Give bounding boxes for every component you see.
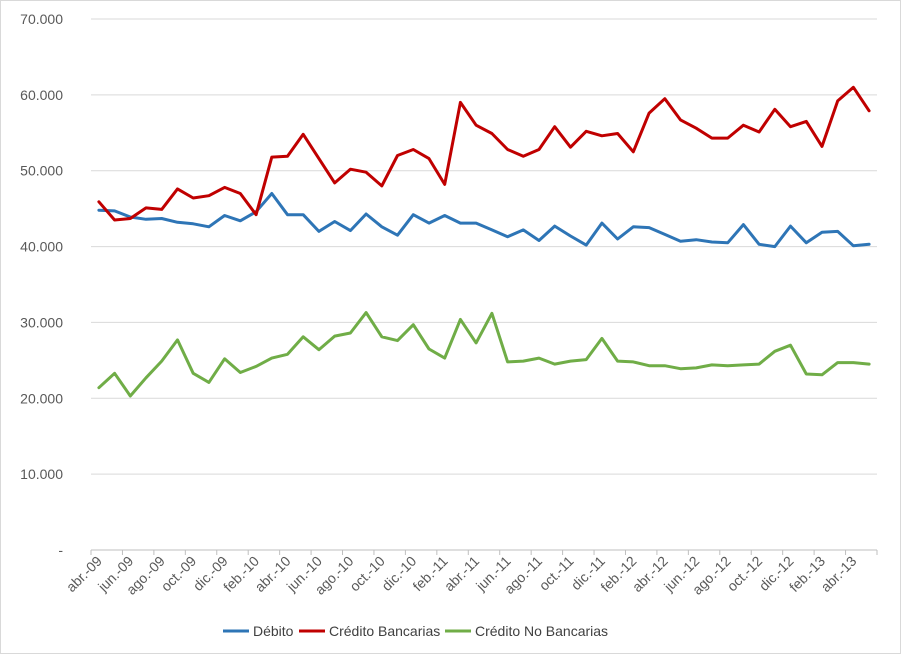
series-lines bbox=[97, 85, 871, 398]
x-tick-label: oct.-11 bbox=[536, 553, 577, 594]
y-tick-label: - bbox=[58, 542, 63, 558]
y-axis-tick-labels: - 10.000 20.000 30.000 40.000 50.000 60.000 70.… bbox=[20, 11, 63, 558]
y-tick-label: 60.000 bbox=[20, 87, 63, 103]
y-tick-label: 10.000 bbox=[20, 466, 63, 482]
series-line-cr-dito-no-bancarias bbox=[97, 311, 871, 398]
x-axis-tick-labels: abr.-09jun.-09ago.-09oct.-09dic.-09feb.-… bbox=[63, 553, 860, 598]
x-tick-label: abr.-12 bbox=[629, 553, 671, 595]
y-tick-label: 50.000 bbox=[20, 163, 63, 179]
grid-lines bbox=[91, 18, 877, 475]
x-axis bbox=[90, 549, 878, 555]
legend-label: Débito bbox=[253, 623, 294, 639]
x-tick-label: oct.-12 bbox=[724, 553, 766, 595]
y-tick-label: 20.000 bbox=[20, 390, 63, 406]
y-tick-label: 30.000 bbox=[20, 314, 63, 330]
x-tick-label: oct.-09 bbox=[158, 553, 200, 595]
x-tick-label: oct.-10 bbox=[346, 553, 388, 595]
x-tick-label: abr.-10 bbox=[251, 553, 293, 595]
x-tick-label: abr.-13 bbox=[817, 553, 859, 595]
y-tick-label: 70.000 bbox=[20, 11, 63, 27]
x-tick-label: abr.-11 bbox=[441, 553, 483, 595]
y-tick-label: 40.000 bbox=[20, 239, 63, 255]
legend-label: Crédito Bancarias bbox=[329, 623, 440, 639]
series-line-cr-dito-bancarias bbox=[97, 85, 871, 222]
x-tick-label: abr.-09 bbox=[63, 553, 105, 595]
legend: Débito Crédito Bancarias Crédito No Bancar… bbox=[223, 623, 608, 639]
series-line-d-bito bbox=[97, 192, 871, 249]
legend-label: Crédito No Bancarias bbox=[475, 623, 608, 639]
